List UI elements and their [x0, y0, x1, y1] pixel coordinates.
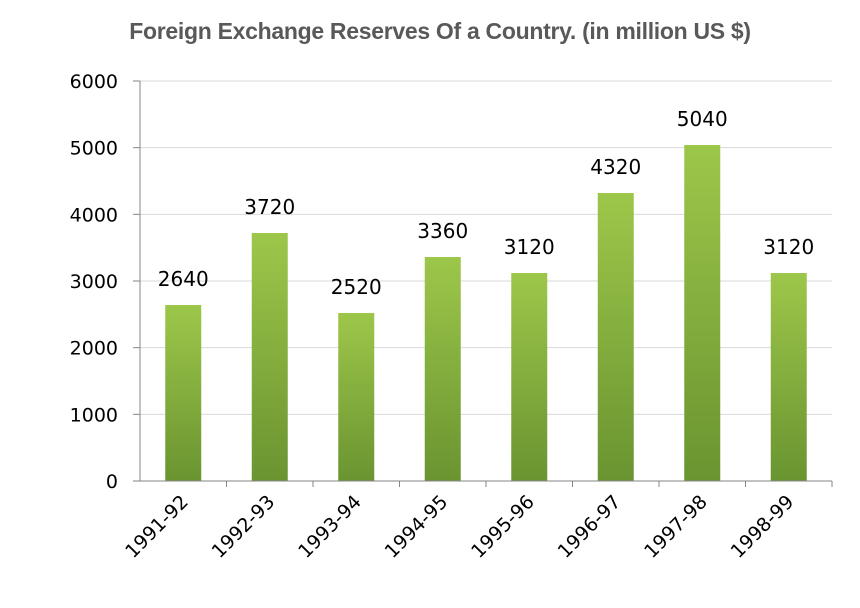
data-label: 4320: [590, 155, 641, 179]
x-tick-label: 1998-99: [727, 491, 799, 563]
x-tick-label: 1992-93: [208, 491, 280, 563]
axes: [133, 80, 833, 487]
data-label: 3360: [417, 219, 468, 243]
bar-1995-96: [511, 273, 548, 481]
x-tick-label: 1997-98: [640, 491, 712, 563]
y-tick-label: 4000: [70, 204, 118, 226]
bar-1992-93: [251, 233, 288, 481]
x-tick-label: 1996-97: [554, 491, 626, 563]
data-label: 3120: [763, 235, 814, 259]
y-tick-label: 5000: [70, 138, 118, 160]
y-tick-label: 3000: [70, 271, 118, 293]
chart-title: Foreign Exchange Reserves Of a Country. …: [129, 18, 751, 44]
x-tick-label: 1991-92: [121, 491, 193, 563]
y-tick-label: 2000: [70, 338, 118, 360]
y-tick-label: 0: [106, 471, 118, 493]
bar-1991-92: [165, 305, 202, 481]
bar-1994-95: [424, 257, 461, 481]
data-label: 3720: [244, 195, 295, 219]
x-tick-label: 1994-95: [381, 491, 453, 563]
data-label: 3120: [504, 235, 555, 259]
bar-1996-97: [597, 193, 634, 481]
data-label: 2640: [158, 267, 209, 291]
bar-1998-99: [770, 273, 807, 481]
x-tick-label: 1995-96: [467, 491, 539, 563]
bar-1997-98: [684, 145, 721, 481]
bars: [165, 145, 807, 481]
y-tick-label: 6000: [70, 71, 118, 93]
x-tick-label: 1993-94: [294, 491, 366, 563]
gridlines: [140, 80, 832, 415]
data-label: 2520: [331, 275, 382, 299]
y-tick-label: 1000: [70, 404, 118, 426]
data-label: 5040: [677, 107, 728, 131]
bar-1993-94: [338, 313, 375, 481]
